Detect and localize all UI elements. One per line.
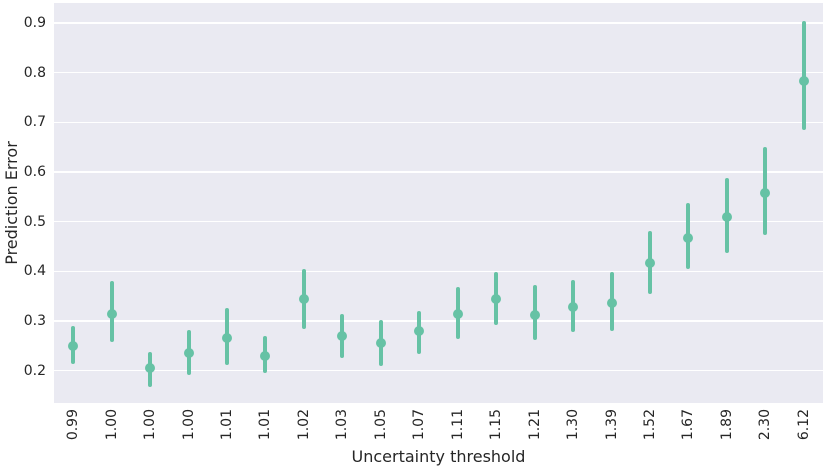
data-point bbox=[260, 350, 271, 361]
x-tick-label: 6.12 bbox=[795, 409, 812, 441]
x-tick-label: 1.11 bbox=[449, 409, 466, 441]
data-point bbox=[721, 212, 732, 223]
x-tick-label: 1.00 bbox=[142, 409, 159, 441]
x-tick-label: 0.99 bbox=[65, 409, 82, 441]
y-tick-label: 0.2 bbox=[23, 362, 46, 379]
data-point bbox=[606, 297, 617, 308]
data-point bbox=[452, 308, 463, 319]
gridline bbox=[54, 320, 823, 322]
y-tick-label: 0.4 bbox=[23, 263, 46, 280]
data-point bbox=[145, 363, 156, 374]
x-tick-label: 1.05 bbox=[372, 409, 389, 441]
x-tick-label: 1.00 bbox=[180, 409, 197, 441]
x-tick-label: 1.00 bbox=[103, 409, 120, 441]
data-point bbox=[68, 340, 79, 351]
x-axis-label: Uncertainty threshold bbox=[351, 447, 526, 466]
gridline bbox=[54, 220, 823, 223]
x-tick-label: 1.67 bbox=[680, 409, 697, 441]
x-tick-label: 1.89 bbox=[718, 409, 735, 441]
data-point bbox=[644, 258, 655, 269]
y-tick-label: 0.8 bbox=[23, 64, 46, 81]
gridline bbox=[54, 270, 823, 273]
data-point bbox=[414, 325, 425, 336]
data-point bbox=[106, 308, 117, 319]
data-point bbox=[798, 75, 809, 86]
x-tick-label: 1.02 bbox=[295, 409, 312, 441]
x-tick-label: 1.30 bbox=[565, 409, 582, 441]
data-point bbox=[375, 338, 386, 349]
x-tick-label: 1.52 bbox=[641, 409, 658, 441]
x-tick-label: 1.01 bbox=[219, 409, 236, 441]
x-tick-label: 2.30 bbox=[757, 409, 774, 441]
data-point bbox=[337, 330, 348, 341]
gridline bbox=[54, 121, 823, 123]
x-tick-label: 1.03 bbox=[334, 409, 351, 441]
x-tick-label: 1.39 bbox=[603, 409, 620, 441]
y-axis-label: Prediction Error bbox=[2, 141, 21, 265]
data-point bbox=[298, 293, 309, 304]
gridline bbox=[54, 71, 823, 74]
plot-area bbox=[54, 3, 823, 403]
gridline bbox=[54, 369, 823, 372]
data-point bbox=[183, 348, 194, 359]
data-point bbox=[491, 294, 502, 305]
data-point bbox=[760, 187, 771, 198]
y-tick-label: 0.3 bbox=[23, 313, 46, 329]
y-tick-label: 0.6 bbox=[23, 163, 46, 180]
x-tick-label: 1.15 bbox=[488, 409, 505, 441]
data-point bbox=[529, 309, 540, 320]
gridline bbox=[54, 171, 823, 173]
data-point bbox=[568, 301, 579, 312]
y-tick-label: 0.5 bbox=[23, 213, 46, 230]
y-tick-label: 0.9 bbox=[23, 14, 46, 31]
x-tick-label: 1.07 bbox=[411, 409, 428, 441]
x-tick-label: 1.21 bbox=[526, 409, 543, 441]
x-tick-label: 1.01 bbox=[257, 409, 274, 441]
gridline bbox=[54, 22, 823, 24]
data-point bbox=[222, 333, 233, 344]
data-point bbox=[683, 232, 694, 243]
y-tick-label: 0.7 bbox=[23, 114, 46, 131]
